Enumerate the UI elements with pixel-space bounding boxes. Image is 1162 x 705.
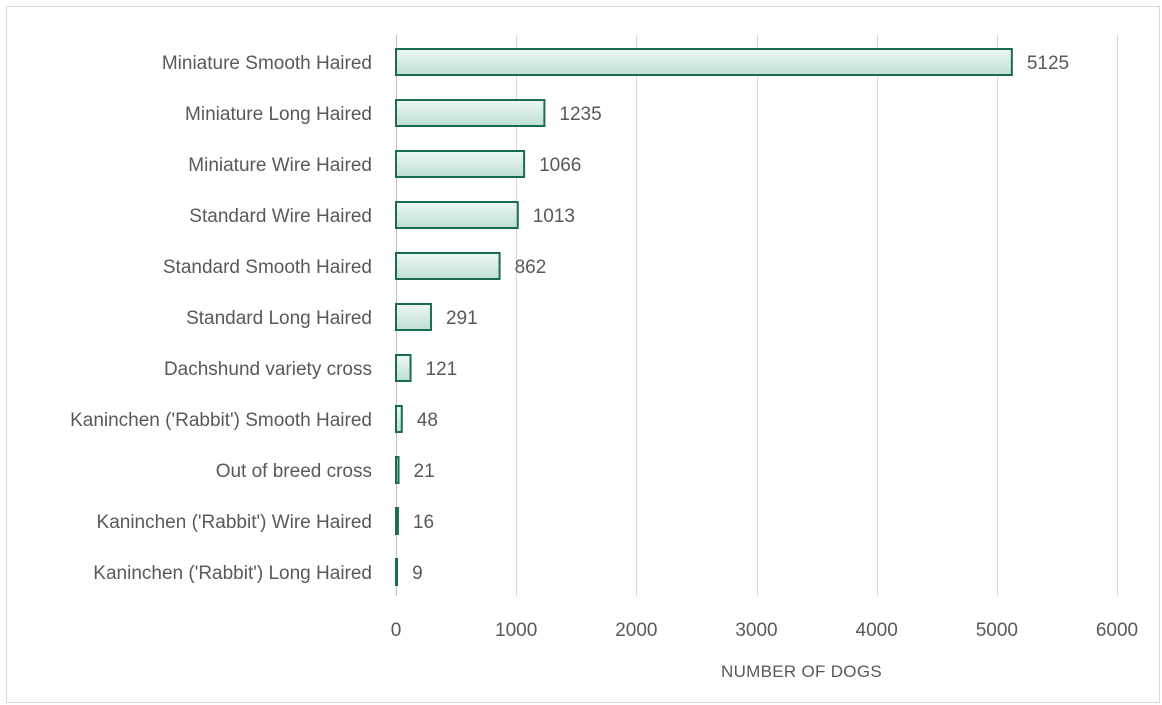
category-label-8: Out of breed cross [216, 461, 372, 482]
category-label-4: Standard Smooth Haired [163, 257, 372, 278]
data-label-10: 9 [412, 563, 423, 584]
bars [395, 48, 1013, 586]
x-tick-label-5000: 5000 [976, 620, 1018, 641]
bar-10 [395, 558, 399, 586]
category-label-10: Kaninchen ('Rabbit') Long Haired [93, 563, 372, 584]
category-label-6: Dachshund variety cross [164, 359, 372, 380]
bar-2 [395, 150, 526, 178]
x-tick-labels: 0 1000 2000 3000 4000 5000 6000 [391, 620, 1138, 641]
x-tick-label-1000: 1000 [495, 620, 537, 641]
data-labels: 5125 1235 1066 1013 862 291 121 48 21 16 9 [412, 53, 1069, 584]
data-label-3: 1013 [533, 206, 575, 227]
data-label-0: 5125 [1027, 53, 1069, 74]
gridlines [396, 35, 1118, 596]
data-label-9: 16 [413, 512, 434, 533]
category-label-0: Miniature Smooth Haired [162, 53, 372, 74]
bar-9 [395, 507, 399, 535]
bar-8 [395, 456, 400, 484]
x-axis-title: NUMBER OF DOGS [721, 662, 882, 681]
bar-6 [395, 354, 412, 382]
data-label-6: 121 [426, 359, 458, 380]
category-label-9: Kaninchen ('Rabbit') Wire Haired [97, 512, 372, 533]
bar-0 [395, 48, 1013, 76]
category-label-7: Kaninchen ('Rabbit') Smooth Haired [70, 410, 372, 431]
data-label-1: 1235 [559, 104, 601, 125]
data-label-4: 862 [515, 257, 547, 278]
data-label-2: 1066 [539, 155, 581, 176]
bar-7 [395, 405, 403, 433]
x-tick-label-2000: 2000 [615, 620, 657, 641]
data-label-5: 291 [446, 308, 478, 329]
data-label-8: 21 [414, 461, 435, 482]
bar-5 [395, 303, 432, 331]
x-tick-label-3000: 3000 [735, 620, 777, 641]
x-tick-label-0: 0 [391, 620, 402, 641]
category-label-2: Miniature Wire Haired [188, 155, 372, 176]
category-label-5: Standard Long Haired [186, 308, 372, 329]
x-tick-label-6000: 6000 [1096, 620, 1138, 641]
chart-frame: Miniature Smooth Haired Miniature Long Ha… [6, 6, 1160, 703]
category-label-1: Miniature Long Haired [185, 104, 372, 125]
x-tick-label-4000: 4000 [856, 620, 898, 641]
data-label-7: 48 [417, 410, 438, 431]
bar-4 [395, 252, 501, 280]
bar-chart: Miniature Smooth Haired Miniature Long Ha… [70, 35, 1138, 681]
category-label-3: Standard Wire Haired [189, 206, 372, 227]
category-labels: Miniature Smooth Haired Miniature Long Ha… [70, 53, 372, 584]
bar-1 [395, 99, 546, 127]
bar-3 [395, 201, 519, 229]
